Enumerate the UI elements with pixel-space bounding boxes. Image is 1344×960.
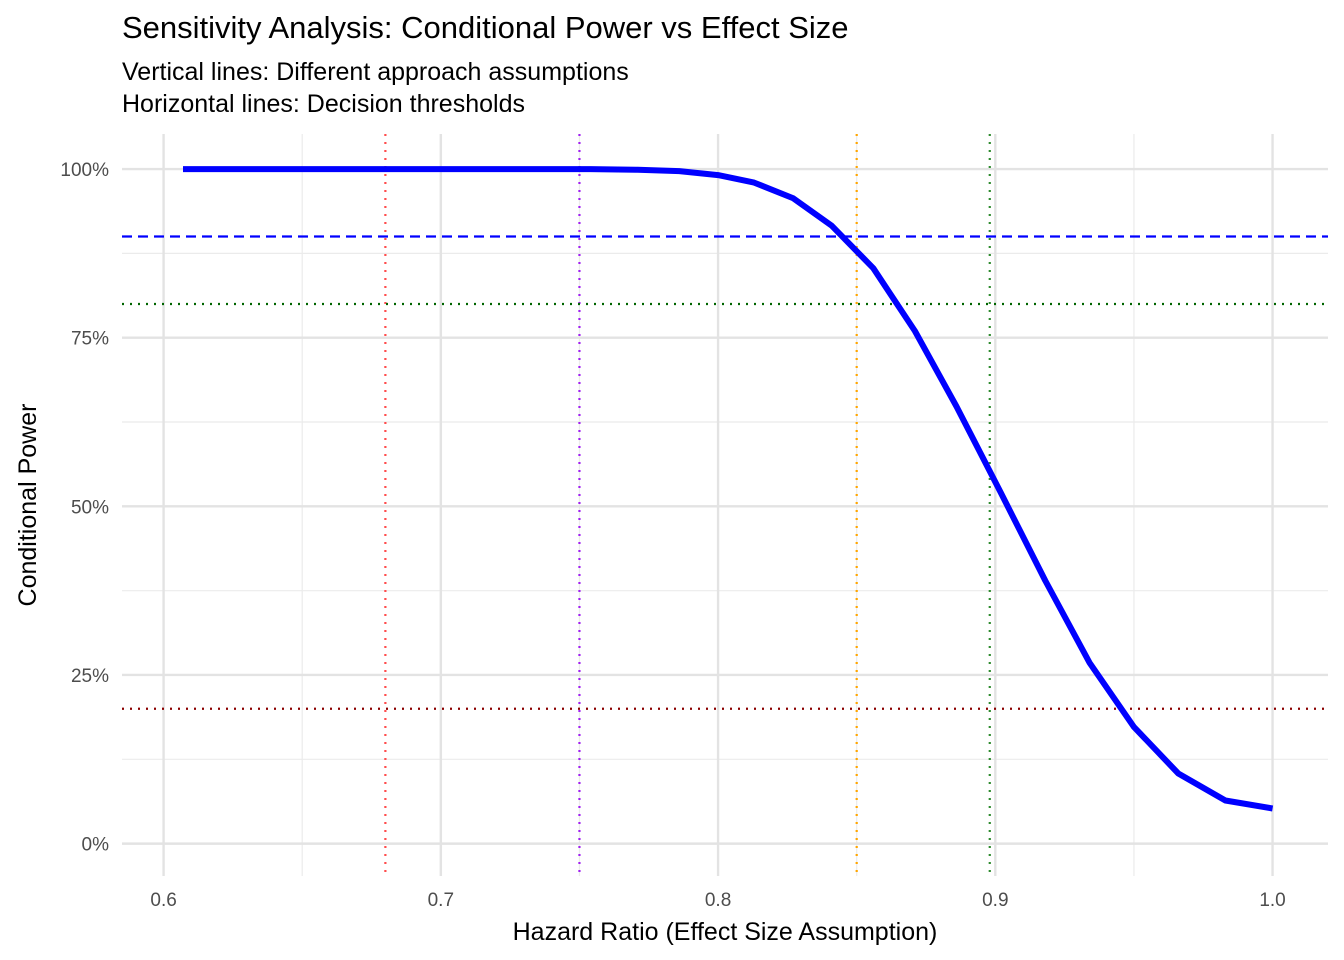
chart-title: Sensitivity Analysis: Conditional Power … (122, 10, 849, 45)
axis-ticks: 0.6 0.7 0.8 0.9 1.0 0% 25% 50% 75% 100% (60, 160, 1285, 911)
x-tick-label: 0.7 (428, 890, 454, 911)
data-series (183, 166, 1274, 812)
x-tick-label: 0.9 (982, 890, 1008, 911)
x-axis-title: Hazard Ratio (Effect Size Assumption) (513, 918, 938, 946)
x-tick-label: 0.6 (150, 890, 176, 911)
chart-subtitle-vertical-lines: Vertical lines: Different approach assum… (122, 58, 629, 86)
grid-lines (122, 134, 1328, 876)
y-tick-label: 25% (71, 666, 109, 687)
y-tick-label: 100% (60, 160, 109, 181)
chart-subtitle-horizontal-lines: Horizontal lines: Decision thresholds (122, 90, 525, 118)
x-tick-label: 0.8 (705, 890, 731, 911)
y-tick-label: 50% (71, 497, 109, 518)
y-axis-title: Conditional Power (14, 404, 42, 607)
y-tick-label: 0% (82, 835, 110, 856)
y-tick-label: 75% (71, 329, 109, 350)
x-tick-label: 1.0 (1259, 890, 1285, 911)
reference-lines (122, 134, 1328, 876)
conditional-power-line (183, 166, 1274, 812)
